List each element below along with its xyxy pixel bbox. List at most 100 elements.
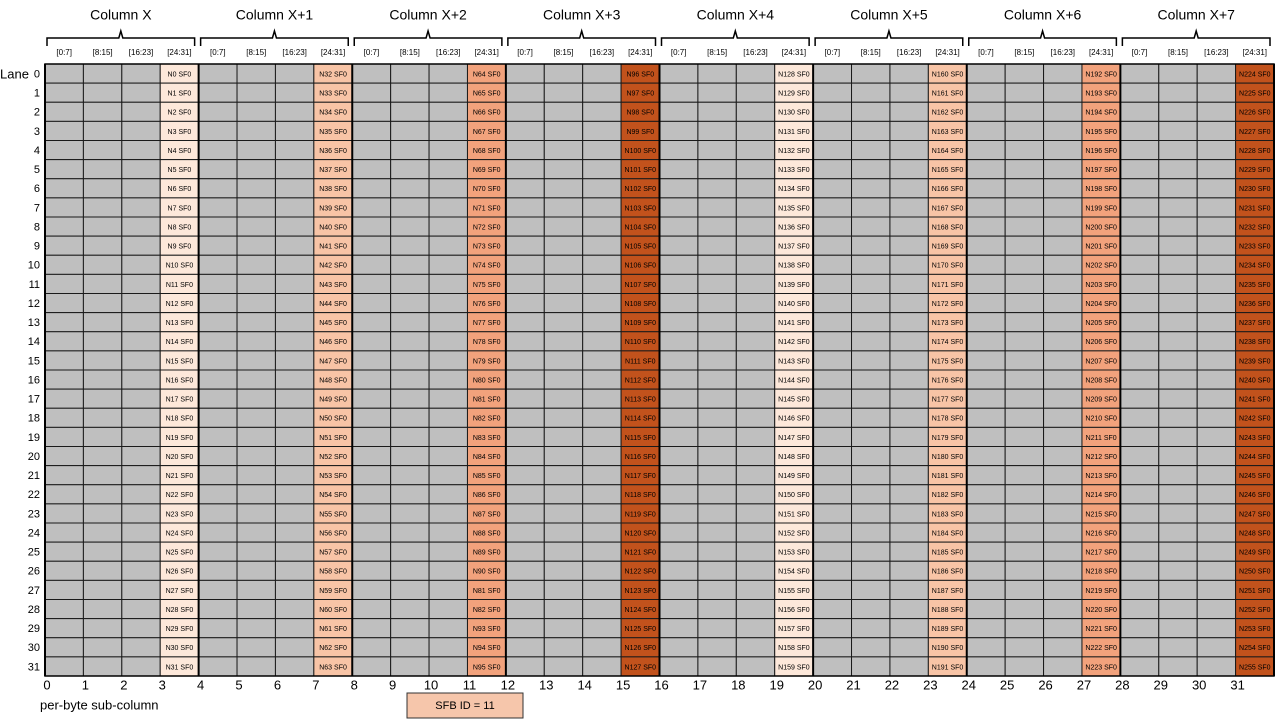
- cell: [1119, 350, 1160, 371]
- cell: [1196, 63, 1237, 84]
- cell-label: N19 SF0: [166, 435, 194, 442]
- cell: [274, 541, 315, 562]
- cell: [697, 140, 737, 161]
- cell: [351, 407, 392, 428]
- cell: [659, 101, 699, 122]
- cell: [543, 140, 584, 161]
- cell: [582, 503, 622, 524]
- cell-label: N221 SF0: [1085, 626, 1117, 633]
- cell: [44, 560, 84, 581]
- cell: [735, 541, 776, 562]
- cell-label: N153 SF0: [778, 550, 810, 557]
- cell: [505, 120, 545, 141]
- subcolumn-index: 20: [808, 677, 822, 692]
- cell-label: N219 SF0: [1085, 588, 1117, 595]
- cell: [735, 101, 776, 122]
- subcolumn-range: [24:31]: [1089, 48, 1113, 57]
- cell: [121, 273, 161, 294]
- cell: [582, 656, 622, 677]
- cell: [44, 656, 84, 677]
- cell: [121, 637, 161, 658]
- cell: [735, 293, 776, 314]
- cell-label: N17 SF0: [166, 397, 194, 404]
- cell-label: N203 SF0: [1085, 282, 1117, 289]
- cell: [236, 541, 276, 562]
- cell-label: N133 SF0: [778, 167, 810, 174]
- cell-label: N190 SF0: [932, 645, 964, 652]
- cell: [1196, 599, 1237, 620]
- cell-label: N126 SF0: [625, 645, 657, 652]
- cell-label: N150 SF0: [778, 492, 810, 499]
- cell: [198, 522, 238, 543]
- cell-label: N54 SF0: [319, 492, 347, 499]
- cell: [236, 197, 276, 218]
- cell: [44, 465, 84, 486]
- cell: [274, 465, 315, 486]
- cell: [82, 637, 123, 658]
- cell-label: N234 SF0: [1239, 263, 1271, 270]
- cell: [82, 159, 123, 180]
- cell: [851, 293, 891, 314]
- cell: [44, 484, 84, 505]
- cell: [966, 522, 1006, 543]
- cell: [582, 159, 622, 180]
- cell-label: N252 SF0: [1239, 607, 1271, 614]
- subcolumn-range: [8:15]: [553, 48, 573, 57]
- cell: [582, 140, 622, 161]
- cell: [390, 388, 430, 409]
- cell: [44, 541, 84, 562]
- cell: [1043, 618, 1083, 639]
- cell-label: N118 SF0: [625, 492, 656, 499]
- cell-label: N188 SF0: [932, 607, 964, 614]
- cell: [44, 101, 84, 122]
- cell: [82, 579, 123, 600]
- cell-label: N120 SF0: [625, 530, 657, 537]
- cell: [82, 522, 123, 543]
- cell: [812, 235, 853, 256]
- cell-label: N52 SF0: [319, 454, 347, 461]
- cell-label: N108 SF0: [625, 301, 657, 308]
- cell: [44, 350, 84, 371]
- cell-label: N210 SF0: [1085, 416, 1117, 423]
- cell: [121, 82, 161, 103]
- cell: [505, 618, 545, 639]
- cell: [543, 159, 584, 180]
- cell: [44, 369, 84, 390]
- cell-label: N121 SF0: [625, 550, 657, 557]
- cell: [198, 637, 238, 658]
- subcolumn-index: 28: [1115, 677, 1129, 692]
- cell-label: N220 SF0: [1085, 607, 1117, 614]
- cell: [697, 637, 737, 658]
- cell-label: N104 SF0: [625, 224, 657, 231]
- cell: [659, 388, 699, 409]
- cell: [851, 618, 891, 639]
- cell: [1043, 503, 1083, 524]
- cell: [390, 178, 430, 199]
- cell: [582, 331, 622, 352]
- cell: [582, 426, 622, 447]
- cell: [1158, 637, 1198, 658]
- brace: [1121, 28, 1271, 46]
- cell: [1196, 178, 1237, 199]
- cell-label: N141 SF0: [778, 320, 810, 327]
- cell-label: N112 SF0: [625, 377, 656, 384]
- cell: [659, 618, 699, 639]
- cell: [735, 273, 776, 294]
- cell-label: N192 SF0: [1085, 71, 1117, 78]
- cell: [274, 350, 315, 371]
- cell: [1004, 618, 1045, 639]
- cell: [390, 369, 430, 390]
- cell-label: N178 SF0: [932, 416, 964, 423]
- cell: [44, 159, 84, 180]
- cell-label: N170 SF0: [932, 263, 964, 270]
- cell: [505, 407, 545, 428]
- cell: [889, 140, 929, 161]
- cell: [735, 388, 776, 409]
- cell-label: N96 SF0: [626, 71, 654, 78]
- cell-label: N105 SF0: [625, 244, 657, 251]
- lane-label: 13: [28, 317, 40, 329]
- cell: [1004, 216, 1045, 237]
- cell-label: N21 SF0: [166, 473, 194, 480]
- cell: [812, 369, 853, 390]
- cell: [198, 503, 238, 524]
